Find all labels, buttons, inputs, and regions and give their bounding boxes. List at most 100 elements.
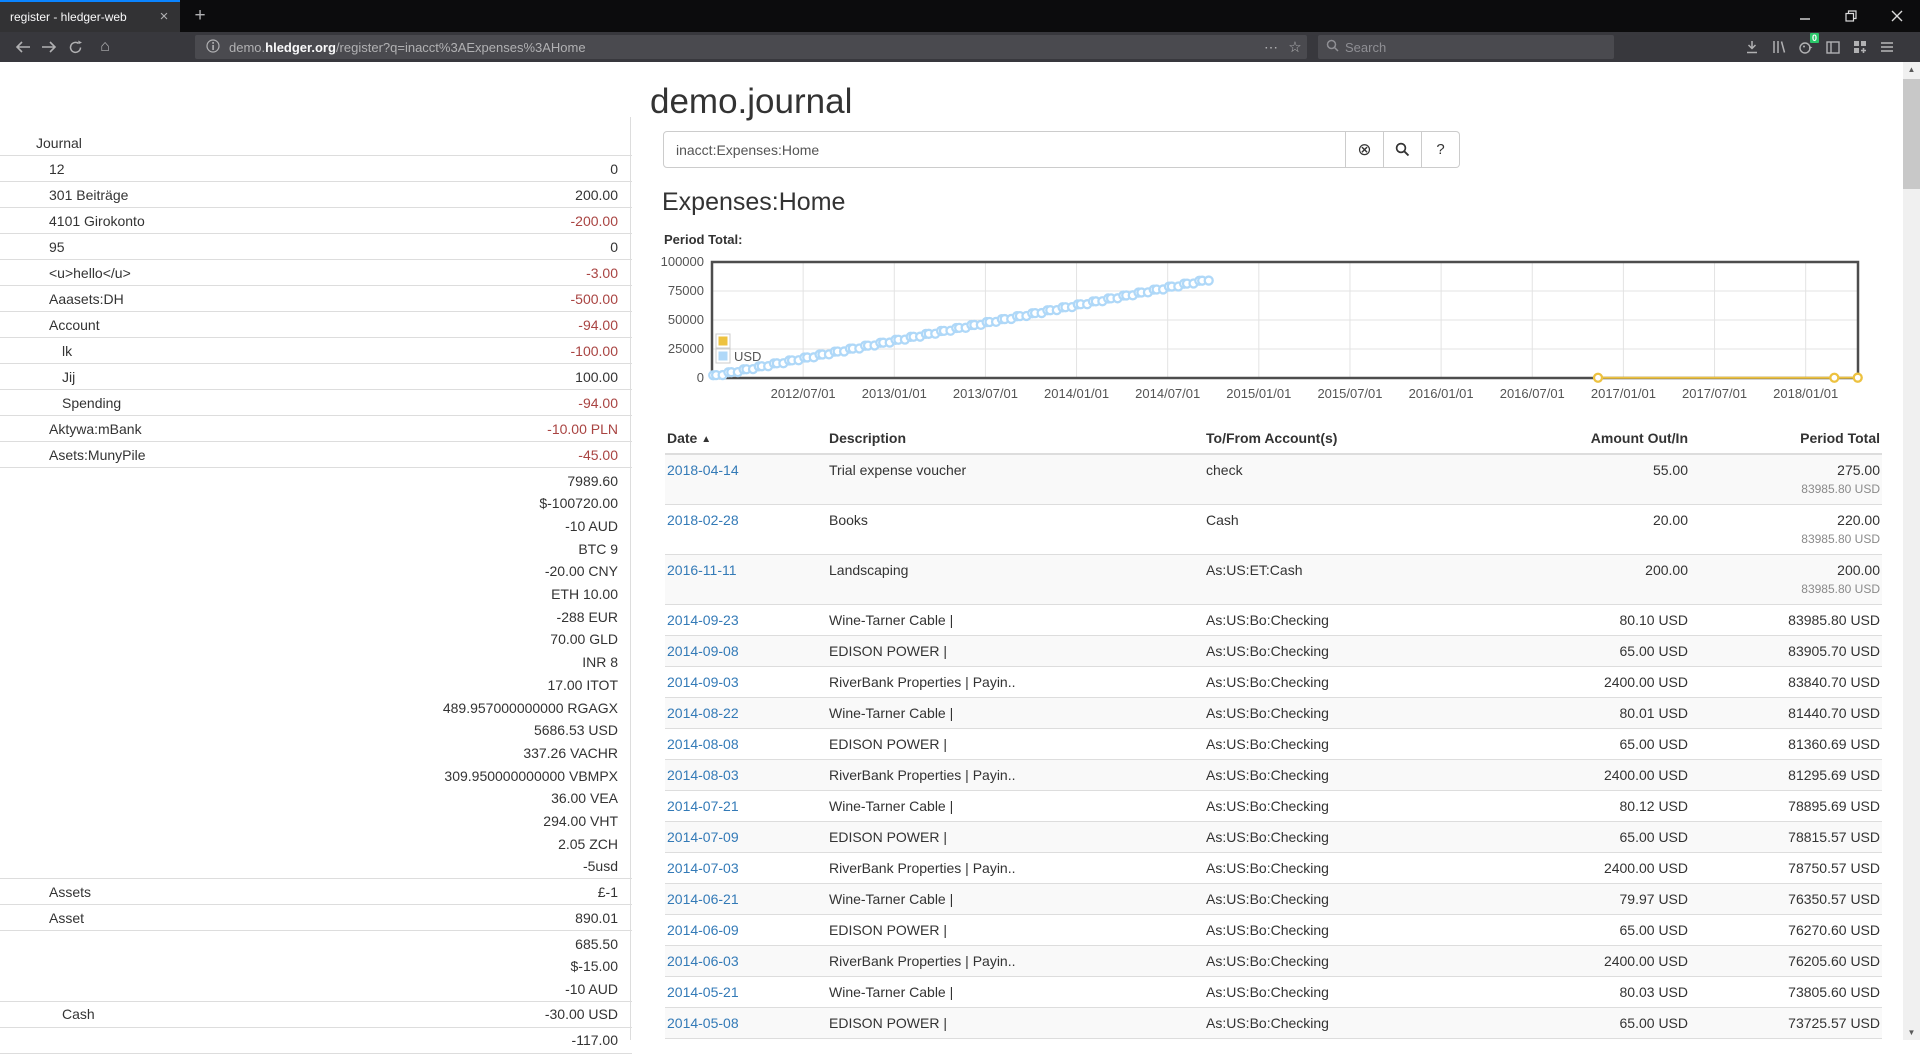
- tab-close-icon[interactable]: ×: [159, 8, 169, 25]
- transaction-amount: 80.03 USD: [1558, 976, 1690, 1008]
- account-name[interactable]: Cash: [62, 1006, 95, 1023]
- bookmark-star-icon[interactable]: ☆: [1288, 39, 1302, 56]
- sidebar-account-row[interactable]: Jij 100.00: [0, 364, 632, 390]
- clear-query-button[interactable]: ⊗: [1346, 131, 1384, 168]
- reload-button[interactable]: [62, 35, 88, 59]
- account-name[interactable]: Jij: [62, 368, 76, 385]
- window-restore-button[interactable]: [1828, 0, 1874, 32]
- transaction-date-link[interactable]: 2014-08-22: [667, 705, 739, 721]
- sidebars-button[interactable]: [1819, 35, 1846, 59]
- extension-button[interactable]: 0: [1792, 33, 1819, 59]
- transaction-period-total: 200.00 83985.80 USD: [1690, 554, 1882, 605]
- account-name[interactable]: Asset: [49, 909, 85, 926]
- transaction-date-link[interactable]: 2014-05-21: [667, 984, 739, 1000]
- sidebar-account-row[interactable]: 95 0: [0, 234, 632, 260]
- transaction-date-link[interactable]: 2014-08-08: [667, 736, 739, 752]
- transaction-period-total: 81440.70 USD: [1690, 697, 1882, 729]
- library-icon: [1772, 41, 1785, 53]
- transaction-account: As:US:Bo:Checking: [1204, 604, 1558, 636]
- transaction-date-link[interactable]: 2014-05-08: [667, 1015, 739, 1031]
- column-header-description[interactable]: Description: [827, 423, 1204, 455]
- account-name[interactable]: 12: [49, 160, 65, 177]
- account-name[interactable]: <u>hello</u>: [49, 264, 131, 281]
- svg-text:2017/01/01: 2017/01/01: [1591, 386, 1656, 401]
- site-info-icon[interactable]: [201, 38, 225, 56]
- transaction-date-link[interactable]: 2014-06-03: [667, 953, 739, 969]
- sidebar-account-row[interactable]: Spending -94.00: [0, 390, 632, 416]
- screenshot-grid-button[interactable]: [1846, 35, 1873, 59]
- column-header-amount[interactable]: Amount Out/In: [1558, 423, 1690, 455]
- sidebar-account-row[interactable]: lk -100.00: [0, 338, 632, 364]
- scrollbar-thumb[interactable]: [1903, 79, 1920, 189]
- transaction-date-link[interactable]: 2018-04-14: [667, 462, 739, 478]
- account-name[interactable]: 4101 Girokonto: [49, 212, 145, 229]
- account-balance: -30.00 USD: [544, 1006, 618, 1023]
- account-heading: Expenses:Home: [662, 188, 846, 216]
- back-button[interactable]: [10, 35, 36, 59]
- search-query-button[interactable]: [1384, 131, 1422, 168]
- svg-text:2014/07/01: 2014/07/01: [1135, 386, 1200, 401]
- forward-button[interactable]: [36, 35, 62, 59]
- transaction-account: Cash: [1204, 504, 1558, 555]
- transaction-date-link[interactable]: 2016-11-11: [667, 562, 737, 578]
- sidebar-account-row[interactable]: Asets:MunyPile -45.00: [0, 442, 632, 468]
- new-tab-button[interactable]: +: [194, 5, 206, 26]
- sidebar-account-row[interactable]: 301 Beiträge 200.00: [0, 182, 632, 208]
- account-name[interactable]: 301 Beiträge: [49, 186, 129, 203]
- sidebar-account-row[interactable]: Assets £-1: [0, 879, 632, 906]
- menu-button[interactable]: [1873, 35, 1900, 59]
- sidebar-account-row[interactable]: Aaasets:DH -500.00: [0, 286, 632, 312]
- transaction-date-link[interactable]: 2014-07-21: [667, 798, 739, 814]
- transaction-period-total: 83840.70 USD: [1690, 666, 1882, 698]
- sidebar-account-row[interactable]: <u>hello</u> -3.00: [0, 260, 632, 286]
- transaction-description: EDISON POWER |: [827, 728, 1204, 760]
- transaction-date-link[interactable]: 2014-09-23: [667, 612, 739, 628]
- account-name[interactable]: Journal: [36, 134, 82, 151]
- accounts-sidebar: Journal 12 0 301 Beiträge 200.00 4101 Girokon…: [0, 130, 632, 1054]
- sidebar-account-row[interactable]: Account -94.00: [0, 312, 632, 338]
- account-balance: 685.50 $-15.00 -10 AUD: [565, 935, 618, 998]
- account-name[interactable]: 95: [49, 238, 65, 255]
- window-close-button[interactable]: [1874, 0, 1920, 32]
- account-name[interactable]: Aktywa:mBank: [49, 420, 142, 437]
- transaction-account: As:US:Bo:Checking: [1204, 821, 1558, 853]
- transaction-date-link[interactable]: 2014-08-03: [667, 767, 739, 783]
- url-bar[interactable]: demo.hledger.org/register?q=inacct%3AExp…: [195, 35, 1307, 59]
- transaction-date-link[interactable]: 2014-06-21: [667, 891, 739, 907]
- transaction-date-link[interactable]: 2014-09-03: [667, 674, 739, 690]
- account-name[interactable]: Asets:MunyPile: [49, 446, 146, 463]
- transaction-row: 2016-11-11 Landscaping As:US:ET:Cash 200.00…: [665, 554, 1882, 605]
- sidebar-account-row[interactable]: 12 0: [0, 156, 632, 182]
- help-button[interactable]: ?: [1422, 131, 1460, 168]
- account-name[interactable]: Aaasets:DH: [49, 290, 124, 307]
- window-controls: [1782, 0, 1920, 32]
- scrollbar-up-arrow[interactable]: ▲: [1907, 65, 1916, 74]
- account-name[interactable]: lk: [62, 342, 73, 359]
- transaction-date-link[interactable]: 2018-02-28: [667, 512, 739, 528]
- downloads-button[interactable]: [1738, 35, 1765, 59]
- library-button[interactable]: [1765, 35, 1792, 59]
- sidebar-account-row[interactable]: 4101 Girokonto -200.00: [0, 208, 632, 234]
- sidebar-account-row[interactable]: Cash -30.00 USD: [0, 1002, 632, 1028]
- transaction-date-link[interactable]: 2014-07-03: [667, 860, 739, 876]
- sidebar-account-row[interactable]: Aktywa:mBank -10.00 PLN: [0, 416, 632, 442]
- query-input[interactable]: [663, 131, 1346, 168]
- account-name[interactable]: Account: [49, 316, 100, 333]
- account-name[interactable]: Spending: [62, 394, 122, 411]
- home-button[interactable]: ⌂: [100, 38, 110, 55]
- browser-search-box[interactable]: Search: [1318, 35, 1614, 59]
- browser-tab[interactable]: register - hledger-web ×: [0, 0, 180, 32]
- sidebar-account-row[interactable]: Journal: [0, 130, 632, 156]
- transaction-date-link[interactable]: 2014-07-09: [667, 829, 739, 845]
- column-header-period-total[interactable]: Period Total: [1690, 423, 1882, 455]
- account-name[interactable]: Assets: [49, 883, 92, 900]
- transaction-date-link[interactable]: 2014-09-08: [667, 643, 739, 659]
- column-header-date[interactable]: Date ▲: [665, 423, 827, 455]
- page-scrollbar[interactable]: ▲ ▼: [1903, 62, 1920, 1040]
- window-minimize-button[interactable]: [1782, 0, 1828, 32]
- scrollbar-down-arrow[interactable]: ▼: [1907, 1028, 1916, 1037]
- sidebar-account-row[interactable]: Asset 890.01: [0, 905, 632, 932]
- column-header-account[interactable]: To/From Account(s): [1204, 423, 1558, 455]
- transaction-date-link[interactable]: 2014-06-09: [667, 922, 739, 938]
- page-actions-icon[interactable]: ⋯: [1264, 38, 1278, 55]
